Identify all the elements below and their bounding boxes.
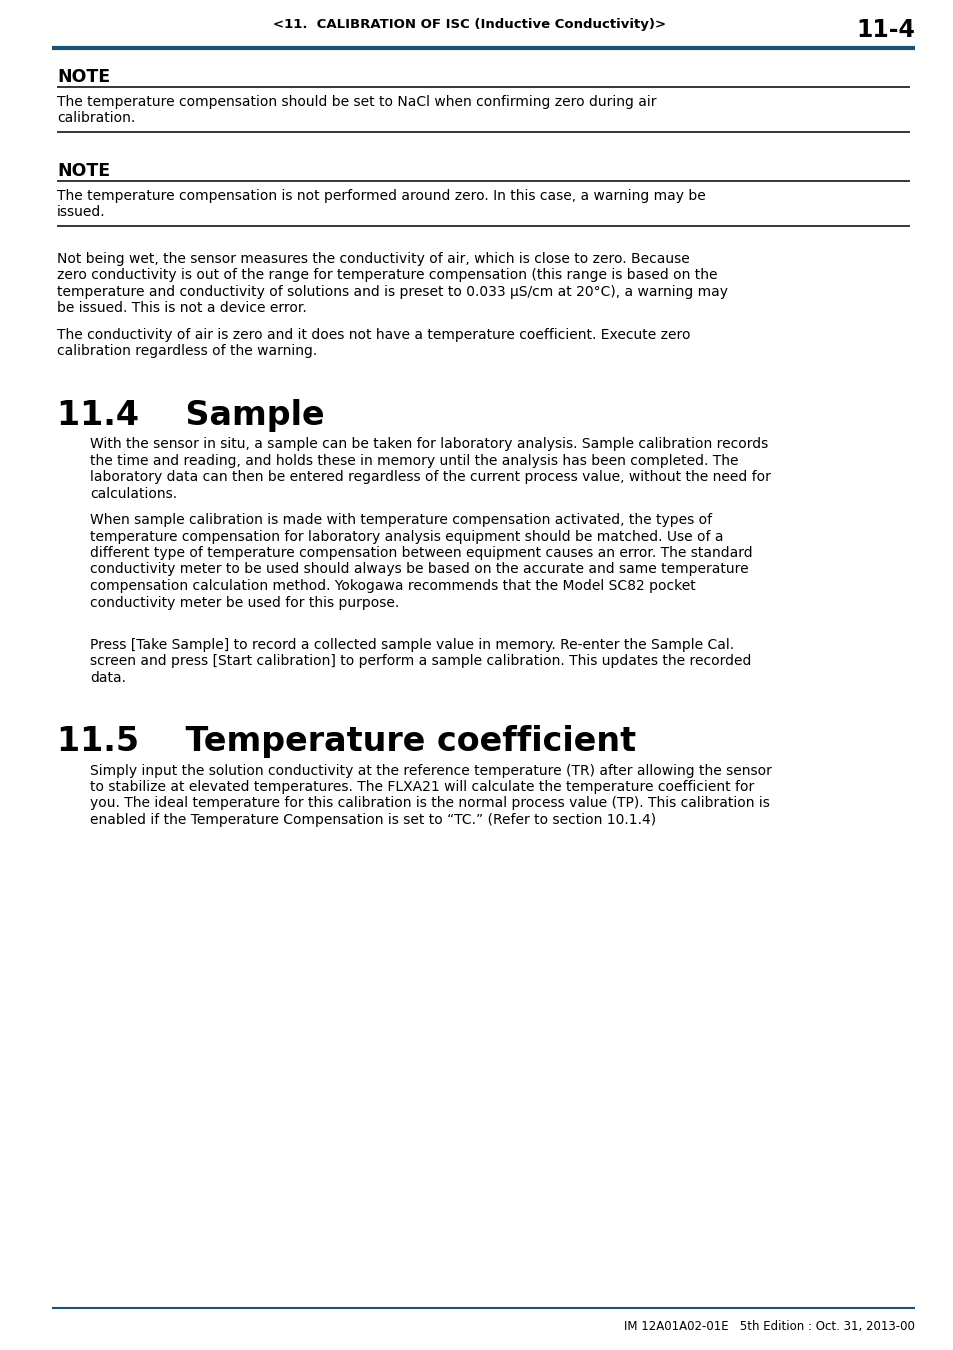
- Text: When sample calibration is made with temperature compensation activated, the typ: When sample calibration is made with tem…: [90, 513, 711, 526]
- Text: Not being wet, the sensor measures the conductivity of air, which is close to ze: Not being wet, the sensor measures the c…: [57, 252, 689, 266]
- Text: laboratory data can then be entered regardless of the current process value, wit: laboratory data can then be entered rega…: [90, 470, 770, 485]
- Text: calibration regardless of the warning.: calibration regardless of the warning.: [57, 344, 317, 359]
- Text: The temperature compensation should be set to NaCl when confirming zero during a: The temperature compensation should be s…: [57, 95, 656, 109]
- Text: 11-4: 11-4: [855, 18, 914, 42]
- Text: zero conductivity is out of the range for temperature compensation (this range i: zero conductivity is out of the range fo…: [57, 269, 717, 282]
- Text: screen and press [Start calibration] to perform a sample calibration. This updat: screen and press [Start calibration] to …: [90, 655, 751, 668]
- Text: different type of temperature compensation between equipment causes an error. Th: different type of temperature compensati…: [90, 545, 752, 560]
- Text: the time and reading, and holds these in memory until the analysis has been comp: the time and reading, and holds these in…: [90, 454, 738, 467]
- Text: you. The ideal temperature for this calibration is the normal process value (TP): you. The ideal temperature for this cali…: [90, 796, 769, 810]
- Text: be issued. This is not a device error.: be issued. This is not a device error.: [57, 301, 307, 316]
- Text: issued.: issued.: [57, 205, 106, 220]
- Text: NOTE: NOTE: [57, 68, 110, 86]
- Text: 11.5    Temperature coefficient: 11.5 Temperature coefficient: [57, 725, 636, 759]
- Text: temperature and conductivity of solutions and is preset to 0.033 μS/cm at 20°C),: temperature and conductivity of solution…: [57, 285, 727, 298]
- Text: The conductivity of air is zero and it does not have a temperature coefficient. : The conductivity of air is zero and it d…: [57, 328, 690, 342]
- Text: data.: data.: [90, 671, 126, 684]
- Text: calculations.: calculations.: [90, 486, 177, 501]
- Text: compensation calculation method. Yokogawa recommends that the Model SC82 pocket: compensation calculation method. Yokogaw…: [90, 579, 695, 593]
- Text: With the sensor in situ, a sample can be taken for laboratory analysis. Sample c: With the sensor in situ, a sample can be…: [90, 437, 767, 451]
- Text: Press [Take Sample] to record a collected sample value in memory. Re-enter the S: Press [Take Sample] to record a collecte…: [90, 639, 734, 652]
- Text: NOTE: NOTE: [57, 162, 110, 180]
- Text: The temperature compensation is not performed around zero. In this case, a warni: The temperature compensation is not perf…: [57, 189, 705, 202]
- Text: conductivity meter be used for this purpose.: conductivity meter be used for this purp…: [90, 595, 399, 609]
- Text: enabled if the Temperature Compensation is set to “TC.” (Refer to section 10.1.4: enabled if the Temperature Compensation …: [90, 813, 656, 828]
- Text: to stabilize at elevated temperatures. The FLXA21 will calculate the temperature: to stabilize at elevated temperatures. T…: [90, 780, 754, 794]
- Text: Simply input the solution conductivity at the reference temperature (TR) after a: Simply input the solution conductivity a…: [90, 764, 771, 778]
- Text: <11.  CALIBRATION OF ISC (Inductive Conductivity)>: <11. CALIBRATION OF ISC (Inductive Condu…: [274, 18, 666, 31]
- Text: conductivity meter to be used should always be based on the accurate and same te: conductivity meter to be used should alw…: [90, 563, 748, 576]
- Text: temperature compensation for laboratory analysis equipment should be matched. Us: temperature compensation for laboratory …: [90, 529, 722, 544]
- Text: calibration.: calibration.: [57, 112, 135, 126]
- Text: IM 12A01A02-01E   5th Edition : Oct. 31, 2013-00: IM 12A01A02-01E 5th Edition : Oct. 31, 2…: [623, 1320, 914, 1332]
- Text: 11.4    Sample: 11.4 Sample: [57, 400, 324, 432]
